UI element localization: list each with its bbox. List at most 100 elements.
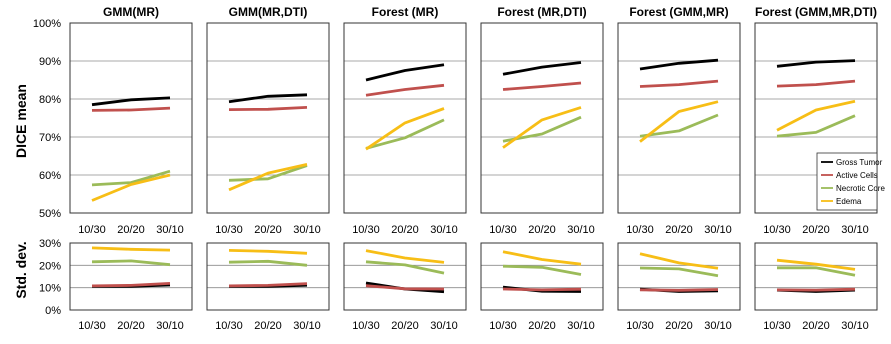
- series-line-bottom-4-1: [639, 288, 719, 292]
- x-tick-bottom-4-0: 10/30: [626, 320, 654, 332]
- legend-label-1: Active Cells: [836, 171, 878, 180]
- panel-frame-top-0: [69, 22, 193, 214]
- series-line-bottom-0-3: [91, 246, 171, 252]
- series-line-bottom-3-2: [502, 264, 582, 276]
- x-tick-bottom-2-2: 30/10: [430, 320, 458, 332]
- series-line-bottom-5-1: [776, 287, 856, 292]
- x-tick-top-4-1: 20/20: [665, 224, 693, 236]
- panel-title-2: Forest (MR): [372, 5, 439, 19]
- x-tick-top-0-0: 10/30: [78, 224, 106, 236]
- series-line-top-5-1: [776, 79, 856, 88]
- x-tick-bottom-4-2: 30/10: [704, 320, 732, 332]
- series-line-top-1-3: [228, 163, 308, 192]
- y-tick-top-0: 50%: [39, 208, 61, 220]
- panel-frame-bottom-5: [754, 242, 878, 311]
- panel-frame-bottom-2: [343, 242, 467, 311]
- x-tick-top-2-1: 20/20: [391, 224, 419, 236]
- x-tick-top-5-0: 10/30: [763, 224, 791, 236]
- series-line-bottom-0-2: [91, 259, 171, 267]
- series-line-bottom-4-2: [639, 266, 719, 278]
- x-tick-bottom-2-0: 10/30: [352, 320, 380, 332]
- series-line-bottom-3-1: [502, 287, 582, 292]
- x-tick-bottom-4-1: 20/20: [665, 320, 693, 332]
- y-tick-bottom-3: 30%: [39, 238, 61, 250]
- panel-frame-top-5: [754, 22, 878, 214]
- series-line-top-3-0: [502, 61, 582, 76]
- x-tick-bottom-1-1: 20/20: [254, 320, 282, 332]
- series-line-bottom-1-2: [228, 259, 308, 267]
- x-tick-top-3-1: 20/20: [528, 224, 556, 236]
- x-tick-bottom-0-1: 20/20: [117, 320, 145, 332]
- series-line-bottom-2-3: [365, 249, 445, 264]
- x-tick-top-3-0: 10/30: [489, 224, 517, 236]
- y-tick-top-1: 60%: [39, 170, 61, 182]
- panel-frame-bottom-3: [480, 242, 604, 311]
- panel-title-5: Forest (GMM,MR,DTI): [755, 5, 877, 19]
- x-tick-bottom-2-1: 20/20: [391, 320, 419, 332]
- x-tick-top-0-2: 30/10: [156, 224, 184, 236]
- series-line-bottom-1-1: [228, 282, 308, 288]
- x-tick-top-1-2: 30/10: [293, 224, 321, 236]
- series-line-top-1-1: [228, 106, 308, 111]
- x-tick-bottom-1-0: 10/30: [215, 320, 243, 332]
- x-tick-top-4-0: 10/30: [626, 224, 654, 236]
- x-tick-top-4-2: 30/10: [704, 224, 732, 236]
- series-line-bottom-2-1: [365, 284, 445, 291]
- series-line-bottom-4-3: [639, 252, 719, 270]
- y-tick-top-5: 100%: [33, 18, 61, 30]
- series-line-top-3-1: [502, 81, 582, 91]
- series-line-top-2-1: [365, 83, 445, 97]
- x-tick-bottom-1-2: 30/10: [293, 320, 321, 332]
- x-tick-top-5-2: 30/10: [841, 224, 869, 236]
- legend-label-0: Gross Tumor: [836, 158, 883, 167]
- series-line-top-1-0: [228, 93, 308, 104]
- panel-frame-bottom-1: [206, 242, 330, 311]
- series-line-top-5-3: [776, 99, 856, 132]
- x-tick-top-1-1: 20/20: [254, 224, 282, 236]
- x-tick-top-2-0: 10/30: [352, 224, 380, 236]
- series-line-top-0-2: [91, 169, 171, 187]
- panel-frame-top-3: [480, 22, 604, 214]
- series-line-bottom-1-3: [228, 249, 308, 255]
- panel-frame-top-1: [206, 22, 330, 214]
- series-line-top-4-0: [639, 58, 719, 71]
- series-line-bottom-5-3: [776, 258, 856, 271]
- x-tick-top-3-2: 30/10: [567, 224, 595, 236]
- legend-label-2: Necrotic Core: [836, 184, 885, 193]
- panel-frame-top-4: [617, 22, 741, 214]
- x-tick-bottom-5-2: 30/10: [841, 320, 869, 332]
- x-tick-top-2-2: 30/10: [430, 224, 458, 236]
- x-tick-bottom-5-1: 20/20: [802, 320, 830, 332]
- x-tick-bottom-0-0: 10/30: [78, 320, 106, 332]
- y-tick-top-3: 80%: [39, 94, 61, 106]
- series-line-top-0-1: [91, 106, 171, 112]
- x-tick-bottom-3-0: 10/30: [489, 320, 517, 332]
- series-line-top-1-2: [228, 164, 308, 182]
- series-line-top-5-2: [776, 114, 856, 138]
- y-tick-bottom-2: 20%: [39, 260, 61, 272]
- x-tick-bottom-3-2: 30/10: [567, 320, 595, 332]
- series-line-bottom-0-1: [91, 282, 171, 288]
- y-tick-bottom-1: 10%: [39, 283, 61, 295]
- panel-frame-top-2: [343, 22, 467, 214]
- x-tick-top-5-1: 20/20: [802, 224, 830, 236]
- y-tick-top-2: 70%: [39, 132, 61, 144]
- x-tick-bottom-0-2: 30/10: [156, 320, 184, 332]
- y-tick-bottom-0: 0%: [45, 305, 61, 317]
- x-tick-bottom-3-1: 20/20: [528, 320, 556, 332]
- series-line-bottom-2-2: [365, 260, 445, 275]
- series-line-top-4-1: [639, 79, 719, 88]
- series-line-top-2-0: [365, 63, 445, 82]
- panel-frame-bottom-4: [617, 242, 741, 311]
- legend-label-3: Edema: [836, 197, 862, 206]
- series-line-bottom-5-2: [777, 266, 856, 277]
- x-tick-top-1-0: 10/30: [215, 224, 243, 236]
- x-tick-bottom-5-0: 10/30: [763, 320, 791, 332]
- series-line-top-2-2: [365, 118, 445, 150]
- series-line-bottom-3-3: [502, 250, 582, 266]
- series-line-top-0-0: [91, 96, 171, 107]
- series-line-top-4-3: [639, 100, 719, 143]
- panel-title-3: Forest (MR,DTI): [497, 5, 586, 19]
